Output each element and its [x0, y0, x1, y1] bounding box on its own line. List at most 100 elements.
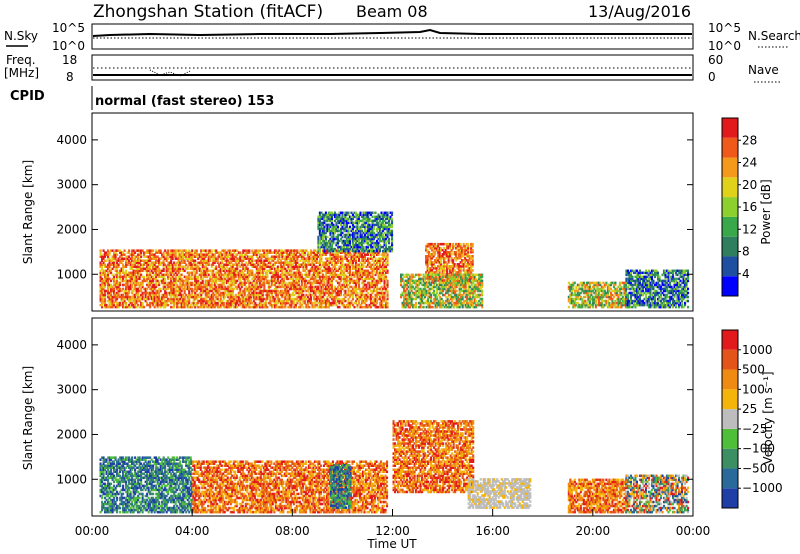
- echo-cell: [371, 259, 374, 262]
- echo-cell: [314, 289, 317, 293]
- echo-cell: [329, 285, 332, 289]
- echo-cell: [177, 285, 180, 289]
- echo-cell: [260, 285, 263, 289]
- echo-cell: [159, 249, 162, 252]
- echo-cell: [125, 291, 128, 295]
- echo-cell: [366, 277, 370, 281]
- echo-cell: [410, 279, 413, 283]
- echo-cell: [132, 295, 135, 299]
- echo-cell: [275, 255, 278, 258]
- echo-cell: [153, 265, 156, 269]
- echo-cell: [362, 271, 365, 275]
- echo-cell: [450, 269, 453, 272]
- echo-cell: [105, 265, 108, 269]
- echo-cell: [132, 275, 135, 279]
- echo-cell: [203, 303, 206, 307]
- echo-cell: [284, 287, 287, 291]
- echo-cell: [224, 263, 227, 267]
- echo-cell: [165, 253, 168, 256]
- echo-cell: [191, 295, 194, 299]
- echo-cell: [138, 299, 141, 303]
- echo-cell: [204, 293, 207, 297]
- echo-cell: [123, 273, 126, 277]
- echo-cell: [236, 301, 239, 305]
- echo-cell: [463, 299, 466, 303]
- echo-cell: [439, 289, 442, 293]
- echo-cell: [104, 283, 107, 287]
- echo-cell: [458, 299, 461, 303]
- echo-cell: [291, 267, 294, 271]
- echo-cell: [324, 303, 327, 307]
- echo-cell: [276, 251, 279, 254]
- echo-cell: [273, 267, 276, 271]
- echo-cell: [218, 271, 221, 275]
- echo-cell: [469, 289, 472, 293]
- echo-cell: [204, 289, 207, 293]
- echo-cell: [153, 257, 156, 260]
- echo-cell: [305, 267, 308, 271]
- echo-cell: [126, 279, 129, 283]
- echo-cell: [356, 273, 359, 277]
- echo-cell: [371, 289, 374, 293]
- echo-cell: [481, 293, 484, 297]
- echo-cell: [134, 295, 137, 299]
- echo-cell: [363, 283, 367, 287]
- echo-cell: [267, 301, 270, 305]
- echo-cell: [306, 269, 309, 273]
- echo-cell: [311, 263, 314, 267]
- echo-cell: [261, 249, 264, 252]
- echo-cell: [240, 283, 243, 287]
- echo-cell: [371, 269, 374, 273]
- echo-cell: [363, 299, 367, 303]
- echo-cell: [165, 273, 168, 277]
- echo-cell: [135, 281, 138, 285]
- cpid-text: normal (fast stereo) 153: [95, 94, 274, 109]
- echo-cell: [369, 285, 373, 289]
- echo-cell: [173, 269, 176, 273]
- echo-cell: [359, 271, 362, 275]
- echo-cell: [303, 285, 306, 289]
- echo-cell: [174, 255, 177, 258]
- echo-cell: [300, 303, 303, 307]
- echo-cell: [260, 267, 263, 271]
- echo-cell: [128, 275, 131, 279]
- echo-cell: [132, 263, 135, 267]
- echo-cell: [188, 255, 191, 258]
- echo-cell: [440, 242, 443, 246]
- echo-cell: [308, 261, 311, 265]
- echo-cell: [290, 253, 293, 256]
- echo-cell: [273, 279, 276, 283]
- echo-cell: [371, 283, 374, 287]
- echo-cell: [409, 305, 412, 309]
- echo-cell: [427, 279, 430, 283]
- echo-cell: [243, 277, 246, 281]
- echo-cell: [149, 293, 152, 297]
- echo-cell: [176, 295, 179, 299]
- echo-cell: [131, 265, 134, 269]
- echo-cell: [104, 301, 107, 305]
- echo-cell: [245, 251, 248, 254]
- echo-cell: [191, 263, 194, 267]
- echo-cell: [460, 273, 463, 277]
- echo-cell: [281, 291, 284, 295]
- echo-cell: [308, 301, 311, 305]
- echo-cell: [407, 273, 410, 277]
- echo-cell: [131, 253, 134, 256]
- echo-cell: [188, 299, 191, 303]
- echo-cell: [207, 249, 210, 252]
- echo-cell: [234, 275, 237, 279]
- echo-cell: [290, 257, 293, 260]
- echo-cell: [326, 249, 329, 252]
- echo-cell: [270, 279, 273, 283]
- echo-cell: [353, 255, 356, 258]
- echo-cell: [195, 263, 198, 267]
- echo-cell: [427, 305, 430, 309]
- echo-cell: [150, 289, 153, 293]
- echo-cell: [228, 273, 231, 277]
- echo-cell: [144, 269, 147, 273]
- echo-cell: [407, 279, 410, 283]
- echo-cell: [105, 303, 108, 307]
- echo-cell: [233, 249, 236, 252]
- echo-cell: [455, 271, 458, 274]
- echo-cell: [429, 263, 432, 266]
